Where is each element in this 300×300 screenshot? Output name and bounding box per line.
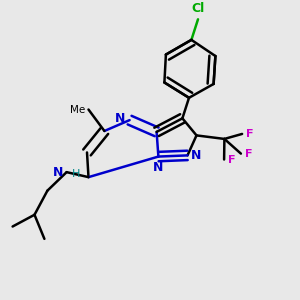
Text: Cl: Cl bbox=[191, 2, 205, 15]
Text: Me: Me bbox=[70, 104, 85, 115]
Text: F: F bbox=[245, 148, 252, 159]
Text: N: N bbox=[53, 166, 64, 178]
Text: N: N bbox=[115, 112, 125, 125]
Text: F: F bbox=[246, 129, 253, 139]
Text: N: N bbox=[191, 149, 202, 162]
Text: F: F bbox=[228, 154, 236, 164]
Text: N: N bbox=[153, 161, 163, 174]
Text: H: H bbox=[72, 169, 80, 178]
